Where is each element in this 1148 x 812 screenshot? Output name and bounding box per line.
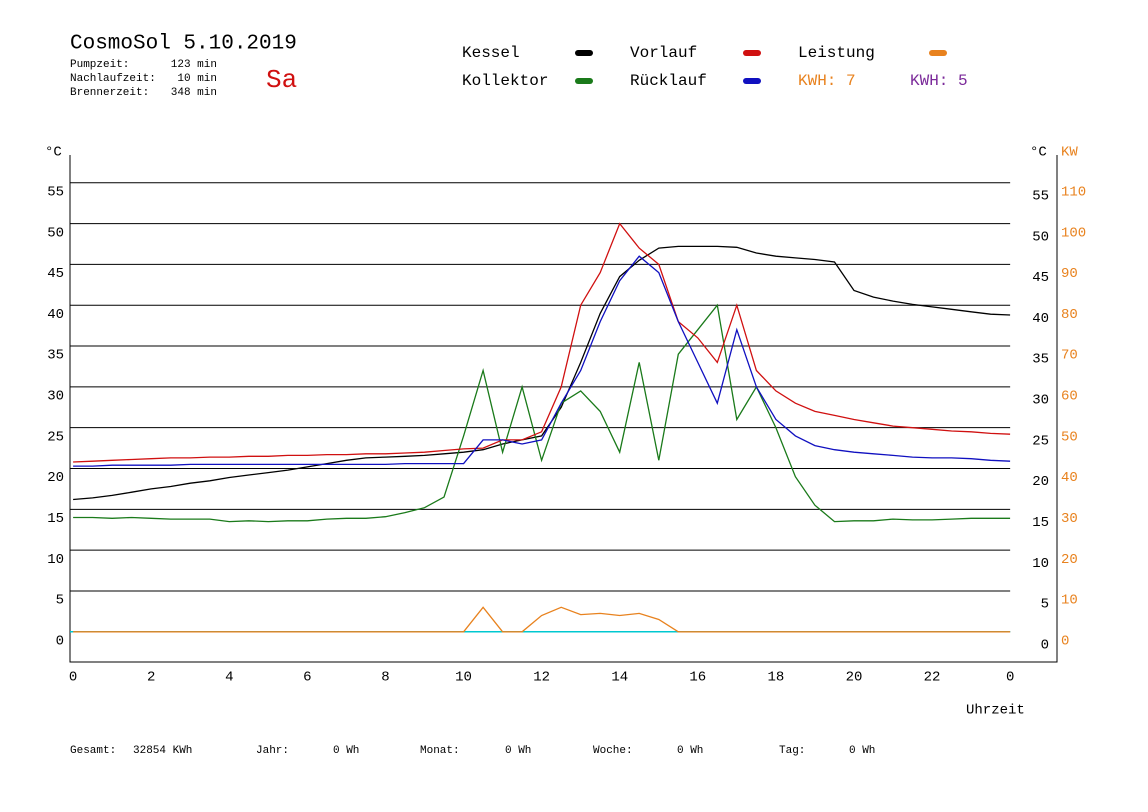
y-tick-label: 45 <box>47 266 64 282</box>
x-tick-label: 4 <box>225 670 233 686</box>
footer-label: Tag: <box>779 745 805 757</box>
x-tick-label: 16 <box>689 670 706 686</box>
legend-label: Rücklauf <box>630 72 707 90</box>
y-tick-label-right: 40 <box>1032 311 1049 327</box>
x-tick-label: 0 <box>1006 670 1014 686</box>
legend-label: Leistung <box>798 44 875 62</box>
y-tick-label: 10 <box>47 552 64 568</box>
y2-tick-label: 20 <box>1061 552 1078 568</box>
footer-label: Monat: <box>420 745 460 757</box>
y-tick-label: 25 <box>47 429 64 445</box>
y-tick-label: 15 <box>47 511 64 527</box>
series-line <box>73 255 1011 467</box>
stat-value: 348 min <box>171 87 217 99</box>
y-tick-label-right: 25 <box>1032 433 1049 449</box>
y2-tick-label: 60 <box>1061 389 1078 405</box>
x-tick-label: 2 <box>147 670 155 686</box>
footer-value: 0 Wh <box>505 745 531 757</box>
series-line <box>73 245 1011 501</box>
y2-tick-label: 80 <box>1061 307 1078 323</box>
y-tick-label: 30 <box>47 389 64 405</box>
x-tick-label: 0 <box>69 670 77 686</box>
y-tick-label-right: 35 <box>1032 352 1049 368</box>
x-tick-label: 20 <box>846 670 863 686</box>
x-tick-label: 8 <box>381 670 389 686</box>
y2-tick-label: 110 <box>1061 184 1086 200</box>
stat-label: Pumpzeit: <box>70 59 129 71</box>
series-line <box>73 222 1011 463</box>
y-tick-label-right: 45 <box>1032 270 1049 286</box>
y2-tick-label: 90 <box>1061 266 1078 282</box>
x-tick-label: 18 <box>767 670 784 686</box>
kwh-annotation: KWH: 5 <box>910 72 968 90</box>
y-tick-label: 0 <box>56 633 64 649</box>
footer-label: Woche: <box>593 745 633 757</box>
y2-tick-label: 70 <box>1061 348 1078 364</box>
stat-label: Brennerzeit: <box>70 87 149 99</box>
footer-value: 0 Wh <box>333 745 359 757</box>
y2-tick-label: 100 <box>1061 225 1086 241</box>
y-tick-label-right: 10 <box>1032 556 1049 572</box>
footer-value: 0 Wh <box>677 745 703 757</box>
y-tick-label-right: 5 <box>1041 597 1049 613</box>
y-tick-label-right: 30 <box>1032 393 1049 409</box>
x-tick-label: 12 <box>533 670 550 686</box>
stat-value: 123 min <box>171 59 217 71</box>
legend-label: Vorlauf <box>630 44 697 62</box>
x-tick-label: 6 <box>303 670 311 686</box>
chart-title: CosmoSol 5.10.2019 <box>70 33 297 56</box>
y-tick-label: 40 <box>47 307 64 323</box>
x-axis-label: Uhrzeit <box>966 703 1025 719</box>
y-tick-label-right: 20 <box>1032 474 1049 490</box>
y2-tick-label: 30 <box>1061 511 1078 527</box>
plot-frame <box>69 155 1058 663</box>
kwh-annotation: KWH: 7 <box>798 72 856 90</box>
y2-axis-label: °C <box>1030 145 1047 161</box>
y-tick-label-right: 15 <box>1032 515 1049 531</box>
y-tick-label: 50 <box>47 225 64 241</box>
y-tick-label-right: 55 <box>1032 188 1049 204</box>
series-line <box>73 606 1011 633</box>
y2-tick-label: 40 <box>1061 470 1078 486</box>
y-tick-label: 35 <box>47 348 64 364</box>
x-tick-label: 10 <box>455 670 472 686</box>
footer-value: 0 Wh <box>849 745 875 757</box>
legend-label: Kessel <box>462 44 520 62</box>
y2-tick-label: 10 <box>1061 593 1078 609</box>
legend-label: Kollektor <box>462 72 548 90</box>
y-axis-label: °C <box>45 145 62 161</box>
y-tick-label: 20 <box>47 470 64 486</box>
series-line <box>73 303 1011 523</box>
day: Sa <box>266 65 297 95</box>
y-tick-label: 5 <box>56 593 64 609</box>
footer-label: Gesamt: <box>70 745 116 757</box>
stat-label: Nachlaufzeit: <box>70 73 156 85</box>
y2-axis-label: KW <box>1061 145 1078 161</box>
y2-tick-label: 0 <box>1061 633 1069 649</box>
footer-value: 32854 KWh <box>133 745 192 757</box>
footer-label: Jahr: <box>256 745 289 757</box>
x-tick-label: 14 <box>611 670 628 686</box>
stat-value: 10 min <box>177 73 217 85</box>
x-tick-label: 22 <box>924 670 941 686</box>
y-tick-label-right: 0 <box>1041 637 1049 653</box>
y-tick-label-right: 50 <box>1032 229 1049 245</box>
y2-tick-label: 50 <box>1061 429 1078 445</box>
y-tick-label: 55 <box>47 184 64 200</box>
